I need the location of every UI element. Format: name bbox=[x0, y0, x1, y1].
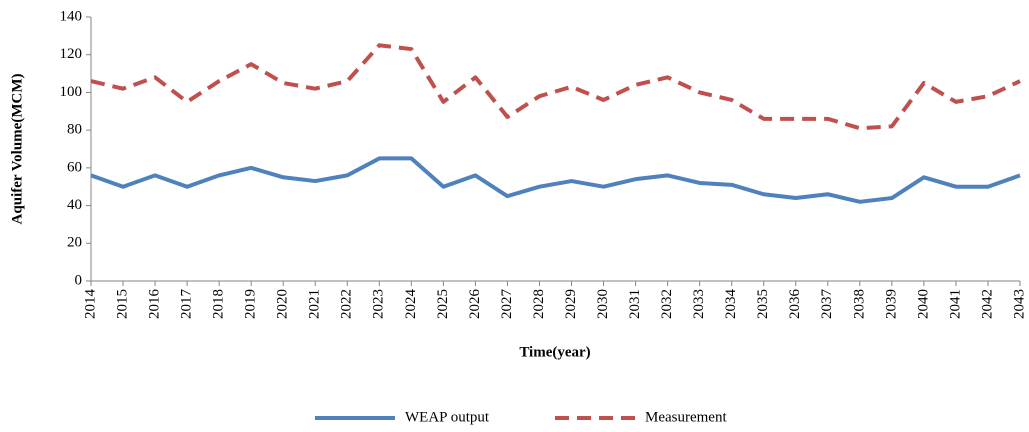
x-tick-label: 2020 bbox=[275, 289, 291, 319]
y-tick-label: 0 bbox=[75, 272, 83, 288]
y-tick-label: 40 bbox=[67, 197, 82, 213]
y-tick-label: 20 bbox=[67, 235, 82, 251]
legend-label: Measurement bbox=[645, 409, 727, 425]
x-tick-label: 2019 bbox=[243, 289, 259, 319]
x-tick-label: 2023 bbox=[371, 289, 387, 319]
x-tick-label: 2022 bbox=[339, 289, 355, 319]
x-tick-label: 2027 bbox=[499, 288, 515, 319]
y-tick-label: 80 bbox=[67, 122, 82, 138]
x-tick-label: 2029 bbox=[563, 289, 579, 319]
y-tick-label: 100 bbox=[60, 84, 83, 100]
x-tick-label: 2040 bbox=[915, 289, 931, 319]
y-tick-label: 120 bbox=[60, 46, 83, 62]
x-tick-label: 2038 bbox=[851, 289, 867, 319]
x-tick-label: 2026 bbox=[467, 289, 483, 320]
x-tick-label: 2014 bbox=[82, 289, 98, 320]
x-tick-label: 2031 bbox=[627, 289, 643, 319]
x-tick-label: 2015 bbox=[114, 289, 130, 319]
x-tick-label: 2036 bbox=[787, 289, 803, 320]
y-axis-title: Aquifer Volume(MCM) bbox=[9, 74, 25, 225]
x-tick-label: 2041 bbox=[947, 289, 963, 319]
legend-label: WEAP output bbox=[405, 409, 490, 425]
x-tick-label: 2032 bbox=[659, 289, 675, 319]
x-tick-label: 2035 bbox=[755, 289, 771, 319]
x-tick-label: 2024 bbox=[403, 289, 419, 320]
x-tick-label: 2030 bbox=[595, 289, 611, 319]
y-tick-label: 60 bbox=[67, 159, 82, 175]
x-tick-label: 2037 bbox=[819, 289, 835, 320]
x-tick-label: 2033 bbox=[691, 289, 707, 319]
data-line bbox=[90, 43, 1021, 131]
x-tick-label: 2043 bbox=[1011, 289, 1027, 319]
data-line bbox=[90, 156, 1021, 204]
x-tick-label: 2034 bbox=[723, 289, 739, 320]
x-tick-label: 2028 bbox=[531, 289, 547, 319]
x-tick-label: 2018 bbox=[211, 289, 227, 319]
x-tick-label: 2021 bbox=[307, 289, 323, 319]
x-axis-title: Time(year) bbox=[519, 344, 590, 360]
x-tick-label: 2016 bbox=[147, 289, 163, 320]
y-tick-label: 140 bbox=[60, 8, 83, 24]
x-tick-label: 2025 bbox=[435, 289, 451, 319]
x-tick-label: 2042 bbox=[979, 289, 995, 319]
x-tick-label: 2039 bbox=[883, 289, 899, 319]
x-tick-label: 2017 bbox=[179, 289, 195, 320]
